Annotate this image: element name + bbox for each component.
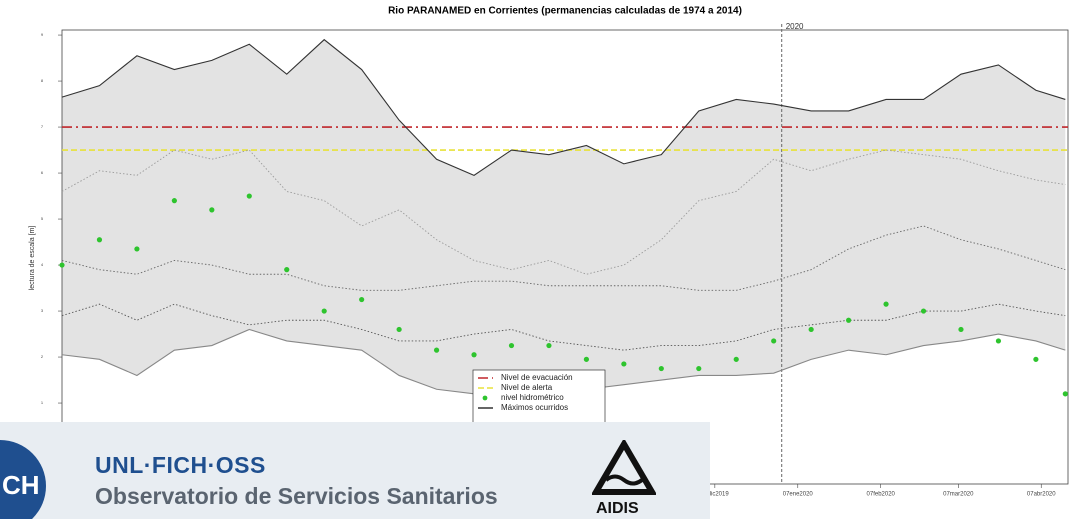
y-tick-label: 5 [41,216,44,221]
level-point [96,237,103,243]
level-point [696,365,702,372]
level-point [771,338,777,344]
year-label: 2020 [786,22,804,31]
level-point [658,365,664,372]
level-point [284,267,290,273]
range-band [62,39,1066,394]
legend-label: Nivel de alerta [501,383,553,392]
level-point [359,296,365,303]
series-line [61,149,1066,275]
level-point [171,198,177,204]
level-point [1062,391,1068,397]
level-point [883,301,889,307]
level-point [1033,356,1039,362]
x-tick-label: 07dic2019 [701,492,729,498]
x-tick-label: 07feb2020 [867,492,896,498]
x-tick-label: 07ene2020 [783,492,814,498]
aidis-icon [592,440,656,495]
y-tick-label: 4 [41,262,44,267]
legend-label: nivel hidrométrico [501,393,564,402]
org-title: UNL·FICH·OSS [95,452,266,478]
level-point [433,347,440,353]
series-line [61,38,1066,176]
level-point [808,326,814,333]
level-point [59,262,65,268]
y-tick-label: 6 [41,170,44,175]
legend-box [472,369,606,433]
legend-swatch [482,395,488,401]
level-point [134,246,140,252]
logo-panel [0,422,710,519]
level-point [733,356,739,362]
org-subtitle: Observatorio de Servicios Sanitarios [95,483,498,509]
level-point [321,308,327,314]
series-line [61,303,1066,351]
badge-text: CH [2,470,40,500]
level-point [471,352,477,358]
level-point [583,356,590,362]
level-point [621,361,627,367]
y-axis-label: lectura de escala [m] [29,226,36,291]
y-tick-label: 1 [41,400,44,405]
x-tick-label: 07mar2020 [943,492,974,498]
level-point [246,193,252,199]
legend-label: Máximos ocurridos [501,403,568,412]
level-point [396,326,402,333]
level-point [209,207,215,213]
y-tick-label: 2 [41,354,44,359]
aidis-text: AIDIS [596,500,639,517]
x-tick-label: 07abr2020 [1027,492,1056,498]
level-point [958,326,964,333]
y-tick-label: 7 [41,124,44,129]
level-point [546,342,552,349]
series-line [61,225,1066,291]
legend-label: Nivel de evacuación [501,373,573,382]
y-tick-label: 3 [41,308,44,313]
y-tick-label: 9 [41,32,44,37]
level-point [995,338,1002,344]
y-tick-label: 8 [41,78,44,83]
chart-title: Rio PARANAMED en Corrientes (permanencia… [388,6,742,17]
level-point [846,317,852,323]
level-point [920,308,927,314]
level-point [508,342,515,349]
